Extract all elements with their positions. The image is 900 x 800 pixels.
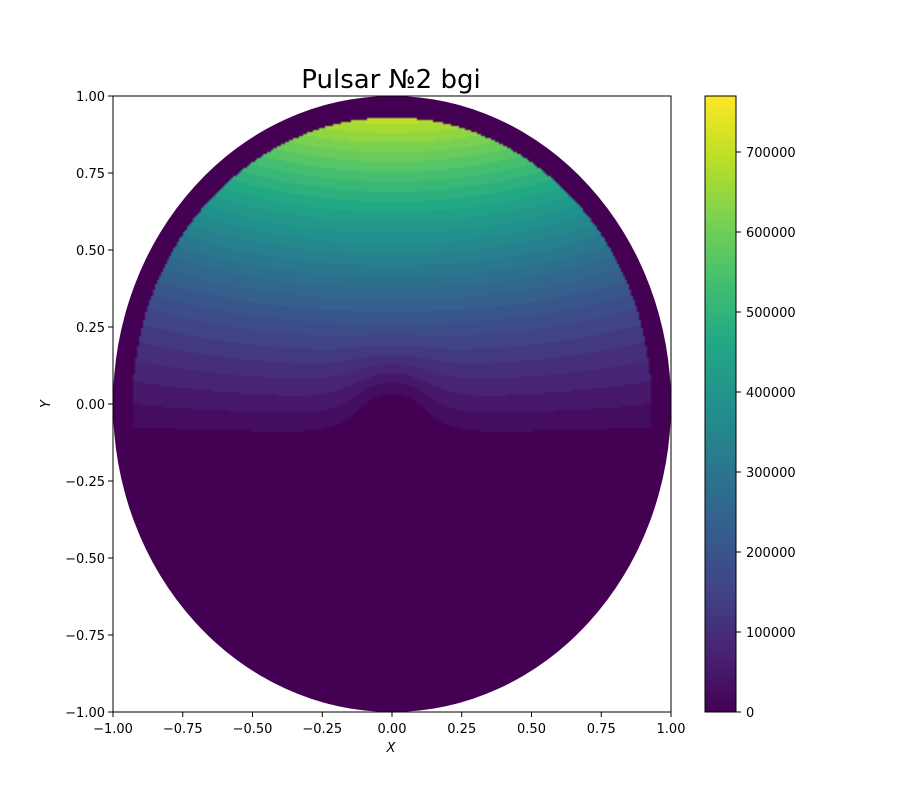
y-tick-label: −0.75 [65, 629, 105, 644]
colorbar-tick-label: 500000 [746, 306, 796, 321]
y-tick-label: 0.50 [76, 244, 105, 259]
colorbar: 0 100000 200000 300000 400000 500000 600000 700… [704, 95, 796, 721]
chart-title: Pulsar №2 bgi [301, 65, 480, 95]
x-tick-label: −1.00 [93, 722, 133, 737]
x-tick-label: 0.75 [587, 722, 616, 737]
x-tick-label: −0.50 [233, 722, 273, 737]
colorbar-tick-label: 300000 [746, 466, 796, 481]
plot-area [112, 95, 672, 713]
colorbar-ticks: 0 100000 200000 300000 400000 500000 600000 700… [736, 146, 796, 721]
y-tick-label: 0.75 [76, 167, 105, 182]
y-tick-label: −0.25 [65, 475, 105, 490]
colorbar-tick-label: 200000 [746, 546, 796, 561]
x-tick-label: 1.00 [657, 722, 686, 737]
y-axis: −1.00 −0.75 −0.50 −0.25 0.00 0.25 0.50 0.75 1.00 [65, 90, 113, 721]
x-axis: −1.00 −0.75 −0.50 −0.25 0.00 0.25 0.50 0.75 1.00 [93, 712, 685, 737]
x-tick-label: 0.25 [447, 722, 476, 737]
y-tick-label: 0.00 [76, 398, 105, 413]
y-tick-label: −1.00 [65, 706, 105, 721]
y-tick-label: 1.00 [76, 90, 105, 105]
colorbar-gradient [705, 96, 736, 712]
y-tick-label: −0.50 [65, 552, 105, 567]
y-axis-label: Y [39, 399, 54, 408]
colorbar-tick-label: 400000 [746, 386, 796, 401]
y-tick-label: 0.25 [76, 321, 105, 336]
x-tick-label: 0.50 [517, 722, 546, 737]
colorbar-frame [704, 95, 737, 713]
colorbar-tick-label: 100000 [746, 626, 796, 641]
colorbar-tick-label: 0 [746, 706, 754, 721]
x-tick-label: 0.00 [378, 722, 407, 737]
x-axis-label: X [386, 741, 397, 756]
x-tick-label: −0.75 [163, 722, 203, 737]
x-tick-label: −0.25 [302, 722, 342, 737]
heatmap-field [113, 96, 671, 712]
colorbar-tick-label: 600000 [746, 226, 796, 241]
colorbar-tick-label: 700000 [746, 146, 796, 161]
